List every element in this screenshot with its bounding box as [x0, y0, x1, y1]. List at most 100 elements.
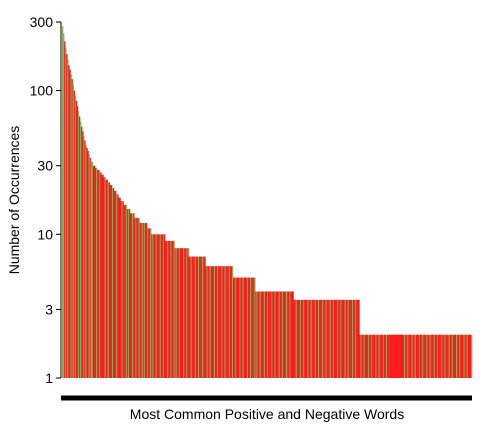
bar-positive	[433, 334, 436, 378]
bar-positive	[63, 33, 65, 378]
bar-negative	[272, 291, 274, 378]
bar-negative	[268, 291, 270, 378]
bar-negative	[434, 334, 437, 378]
bar-negative	[265, 291, 268, 378]
bar-negative	[126, 208, 129, 378]
bar-negative	[73, 90, 75, 378]
bar-negative	[140, 222, 142, 378]
bar-positive	[337, 299, 339, 378]
bar-negative	[187, 248, 189, 378]
bar-positive	[107, 182, 109, 378]
bar-positive	[159, 234, 162, 378]
bar-positive	[274, 291, 276, 378]
bar-negative	[184, 248, 186, 378]
bar-positive	[422, 334, 424, 378]
bar-positive	[183, 248, 185, 378]
bar-negative	[285, 291, 287, 378]
bar-negative	[207, 266, 209, 378]
bar-negative	[333, 299, 336, 378]
bar-negative	[214, 266, 217, 378]
bar-positive	[404, 334, 406, 378]
bar-negative	[247, 277, 250, 378]
bar-negative	[208, 266, 210, 378]
bar-negative	[377, 334, 379, 378]
bar-positive	[150, 228, 152, 378]
bar-negative	[389, 334, 391, 378]
y-tick-label: 300	[30, 14, 54, 30]
bar-positive	[90, 161, 92, 378]
bar-negative	[226, 266, 228, 378]
bar-negative	[161, 234, 164, 378]
bar-negative	[328, 299, 330, 378]
bar-positive	[286, 291, 288, 378]
bar-negative	[409, 334, 411, 378]
bar-negative	[255, 291, 257, 378]
bar-negative	[438, 334, 440, 378]
bar-negative	[397, 334, 399, 378]
bar-negative	[148, 228, 150, 378]
bar-negative	[172, 240, 174, 378]
bar-negative	[192, 256, 194, 378]
bar-negative	[312, 299, 314, 378]
bar-negative	[406, 334, 408, 378]
bar-negative	[292, 291, 294, 378]
bar-negative	[179, 248, 182, 378]
bar-negative	[353, 299, 355, 378]
bar-negative	[395, 334, 397, 378]
bar-negative	[362, 334, 364, 378]
bar-positive	[143, 222, 146, 378]
bar-positive	[170, 240, 172, 378]
bar-positive	[375, 334, 377, 378]
y-axis-ticks: 1 3 10 30 100 300	[30, 14, 61, 386]
bar-positive	[85, 144, 87, 378]
bar-negative	[401, 334, 404, 378]
bar-positive	[426, 334, 428, 378]
bar-negative	[240, 277, 242, 378]
bar-negative	[105, 179, 107, 378]
bar-negative	[399, 334, 402, 378]
bar-negative	[227, 266, 230, 378]
bar-negative	[144, 222, 147, 378]
bar-positive	[289, 291, 291, 378]
bar-positive	[72, 84, 74, 379]
bar-negative	[182, 248, 184, 378]
bar-positive	[463, 334, 465, 378]
bar-positive	[382, 334, 385, 378]
bar-negative	[455, 334, 457, 378]
bar-negative	[370, 334, 372, 378]
bar-negative	[468, 334, 471, 378]
bar-negative	[191, 256, 193, 378]
bar-negative	[154, 234, 156, 378]
bar-negative	[106, 179, 108, 378]
bar-negative	[133, 213, 135, 378]
bar-positive	[235, 277, 237, 378]
bar-positive	[65, 47, 67, 379]
bar-negative	[169, 240, 171, 378]
bar-negative	[275, 291, 277, 378]
bar-positive	[378, 334, 380, 378]
bar-positive	[414, 334, 416, 378]
bar-negative	[93, 165, 96, 378]
bar-positive	[263, 291, 266, 378]
bar-negative	[331, 299, 334, 378]
bar-positive	[355, 299, 357, 378]
bar-positive	[239, 277, 241, 378]
bar-positive	[371, 334, 373, 378]
bar-negative	[103, 177, 105, 378]
bar-negative	[139, 222, 141, 378]
bar-negative	[122, 201, 124, 378]
bar-negative	[432, 334, 435, 378]
bar-positive	[221, 266, 223, 378]
bar-negative	[364, 334, 367, 378]
bar-negative	[302, 299, 304, 378]
bar-negative	[465, 334, 467, 378]
bar-positive	[307, 299, 309, 378]
bar-negative	[75, 100, 78, 379]
bar-negative	[102, 174, 104, 378]
bar-positive	[173, 240, 175, 378]
y-tick-label: 3	[45, 301, 53, 317]
bar-negative	[257, 291, 259, 378]
bar-negative	[453, 334, 456, 378]
bar-negative	[373, 334, 375, 378]
